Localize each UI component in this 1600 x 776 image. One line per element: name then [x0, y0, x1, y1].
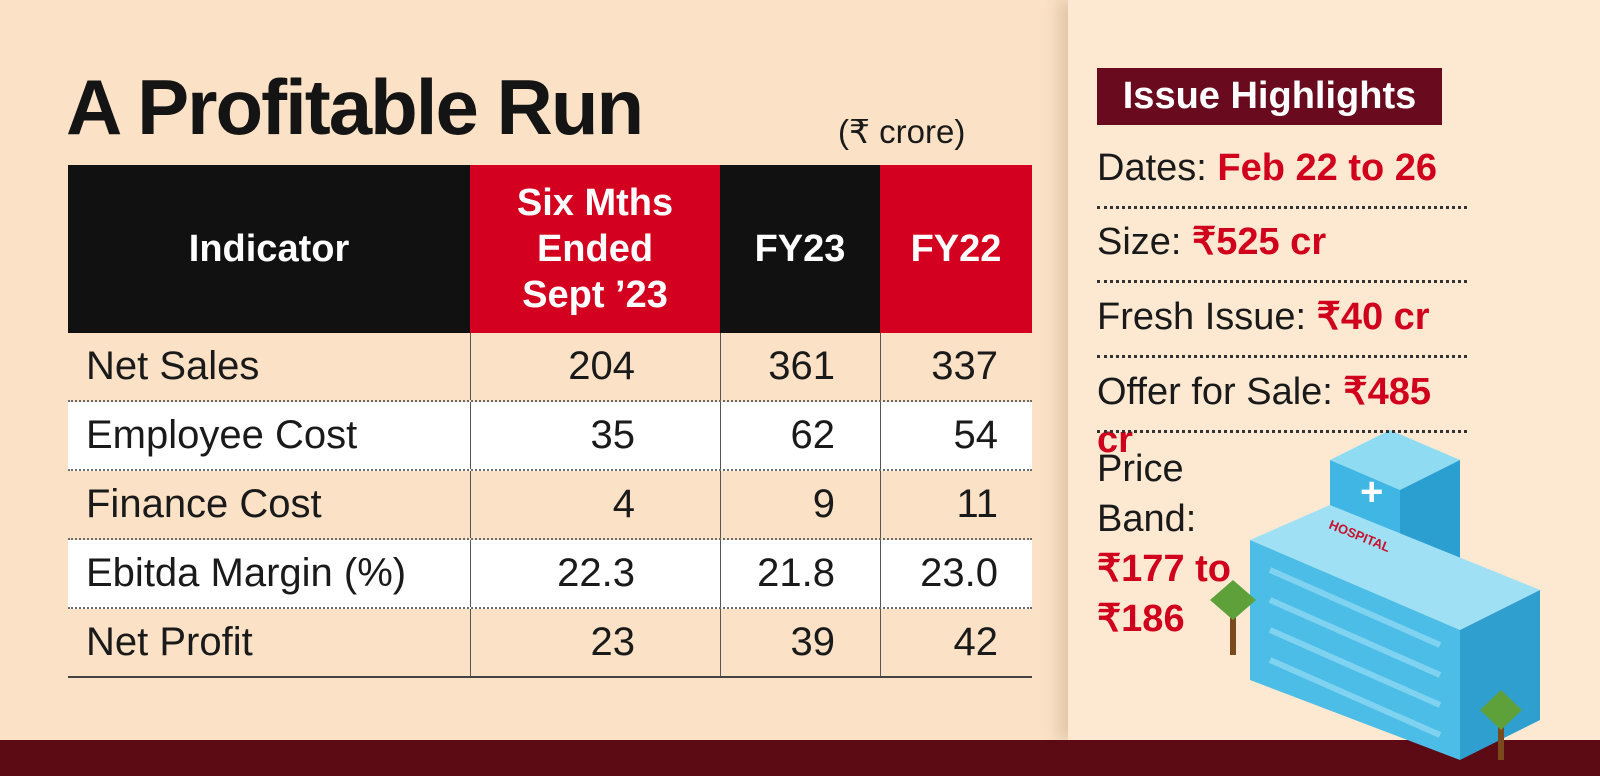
table-row: Employee Cost 35 62 54: [68, 402, 1032, 471]
highlight-item: Dates: Feb 22 to 26: [1097, 144, 1467, 192]
highlight-value: ₹177 to ₹186: [1097, 548, 1232, 640]
highlight-label: Price Band:: [1097, 448, 1197, 540]
highlight-value: ₹485 cr: [1097, 371, 1431, 461]
divider: [1097, 280, 1467, 283]
highlight-item: Fresh Issue: ₹40 cr: [1097, 293, 1467, 341]
header-row: Indicator Six Mths Ended Sept ’23 FY23 FY22: [68, 165, 1032, 333]
table-cell: 23: [470, 609, 720, 676]
table: Indicator Six Mths Ended Sept ’23 FY23 FY22…: [68, 165, 1032, 678]
highlight-label: Size:: [1097, 221, 1182, 263]
header-cell: Indicator: [68, 165, 470, 333]
divider: [1097, 355, 1467, 358]
table-cell: 39: [720, 609, 880, 676]
table-cell: Finance Cost: [86, 482, 322, 526]
table-cell: 21.8: [720, 540, 880, 607]
table-cell: Net Profit: [86, 620, 253, 664]
table-row: Finance Cost 4 9 11: [68, 471, 1032, 540]
table-cell: Net Sales: [86, 344, 260, 388]
table-cell: 54: [880, 402, 1032, 469]
highlight-label: Offer for Sale:: [1097, 371, 1333, 413]
table-row: Ebitda Margin (%) 22.3 21.8 23.0: [68, 540, 1032, 609]
table-cell: 9: [720, 471, 880, 538]
table-cell: 337: [880, 333, 1032, 400]
table-cell: 361: [720, 333, 880, 400]
svg-text:+: +: [1360, 470, 1383, 514]
highlights-title: Issue Highlights: [1097, 68, 1442, 125]
table-cell: 23.0: [880, 540, 1032, 607]
table-cell: 22.3: [470, 540, 720, 607]
table-cell: 35: [470, 402, 720, 469]
highlight-item: Offer for Sale: ₹485 cr: [1097, 368, 1467, 464]
table-cell: Ebitda Margin (%): [86, 551, 407, 595]
unit: (₹ crore): [838, 113, 966, 150]
table-cell: 204: [470, 333, 720, 400]
divider: [1097, 430, 1467, 433]
hospital-illustration: + HOSPITAL: [1210, 430, 1540, 760]
highlight-item: Size: ₹525 cr: [1097, 218, 1467, 266]
highlight-label: Fresh Issue:: [1097, 296, 1307, 338]
header-cell: FY23: [720, 165, 880, 333]
table-cell: 4: [470, 471, 720, 538]
table-cell: 62: [720, 402, 880, 469]
table-row: Net Sales 204 361 337: [68, 333, 1032, 402]
highlight-value: ₹525 cr: [1192, 221, 1327, 263]
highlight-item: Price Band: ₹177 to ₹186: [1097, 444, 1237, 644]
table-row: Net Profit 23 39 42: [68, 609, 1032, 678]
title: A Profitable Run: [66, 63, 644, 151]
highlight-value: Feb 22 to 26: [1217, 147, 1438, 189]
header-cell: FY22: [880, 165, 1032, 333]
bottom-band: [0, 740, 1600, 776]
header-cell: Six Mths Ended Sept ’23: [470, 165, 720, 333]
table-cell: Employee Cost: [86, 413, 358, 457]
table-cell: 42: [880, 609, 1032, 676]
table-cell: 11: [880, 471, 1032, 538]
divider: [1097, 206, 1467, 209]
highlight-label: Dates:: [1097, 147, 1207, 189]
highlight-value: ₹40 cr: [1316, 296, 1430, 338]
